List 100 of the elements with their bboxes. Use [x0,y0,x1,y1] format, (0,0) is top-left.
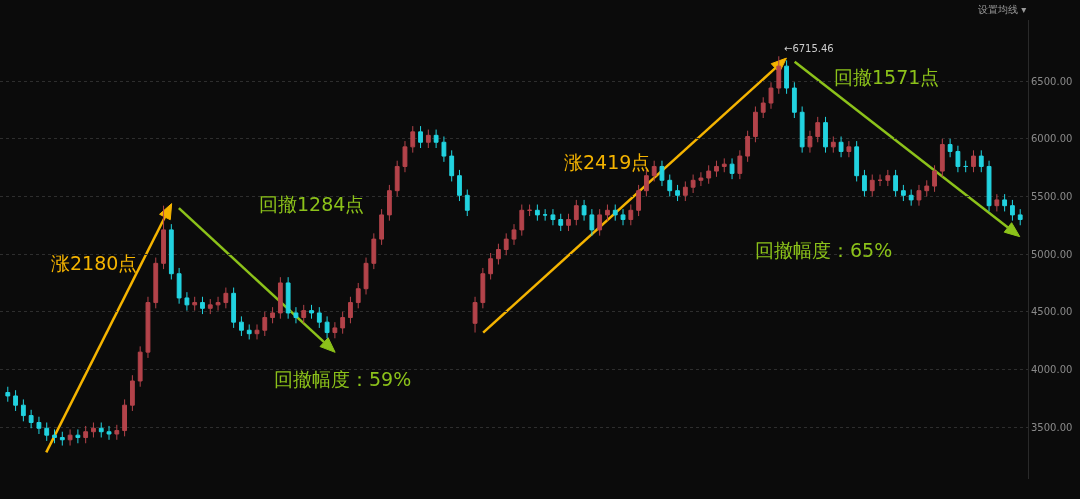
candlestick [496,243,501,265]
candlestick [129,374,135,412]
candlestick [1017,208,1023,226]
candlestick [223,287,229,309]
candlestick [277,276,283,320]
candlestick [231,287,237,329]
candlestick [137,345,143,388]
candlestick [207,298,213,315]
annotation: 涨2419点 [564,151,651,173]
candlestick [791,81,797,119]
candlestick [332,321,338,339]
candlestick [589,208,595,237]
candlestick [698,171,704,187]
candlestick [994,193,1000,212]
candlestick [52,428,57,444]
candlestick [714,160,719,178]
candlestick [386,184,392,222]
candlestick [153,257,159,309]
candlestick [192,296,198,312]
candlestick [1010,199,1015,222]
candlestick [106,425,112,441]
candlestick [75,428,81,444]
candlestick [745,130,751,163]
candlestick [519,204,525,237]
candlestick [558,213,564,232]
candlestick [20,398,26,422]
candlestick [566,213,571,232]
candlestick [176,267,182,305]
candlestick [363,257,369,295]
candlestick [503,232,509,256]
candlestick [324,315,330,339]
candlestick [776,55,782,95]
candlestick [651,160,657,182]
candlestick [355,282,361,309]
candlestick [402,140,408,173]
candlestick [511,223,517,246]
candlestick [425,129,431,149]
y-tick-label: 4000.00 [1031,363,1073,375]
candlestick [91,421,96,438]
candlestick [573,199,579,226]
candlestick [168,223,174,280]
annotation: ←6715.46 [784,43,834,54]
candlestick [98,421,104,438]
candlestick [184,291,190,312]
y-tick-label: 5500.00 [1031,190,1073,202]
candlestick [145,296,151,359]
candlestick [340,311,346,335]
y-tick-label: 5000.00 [1031,248,1073,260]
annotation: 回撤幅度：65% [755,239,893,261]
candlestick [371,232,377,270]
candlestick [784,59,789,95]
candlestick [854,140,860,182]
candlestick [986,160,992,212]
candlestick [542,208,548,222]
candlestick [270,306,275,324]
candlestick [464,189,470,217]
candlestick [815,116,821,143]
candlestick [768,81,774,110]
candlestick [605,204,610,222]
candlestick [379,208,385,246]
candlestick [1002,193,1008,212]
candlestick [449,149,455,182]
candlestick [869,174,875,197]
candlestick [753,105,758,143]
candlestick [807,130,813,154]
candlestick [285,276,291,320]
candlestick [612,204,618,222]
candlestick [472,296,478,334]
candlestick [682,180,688,202]
annotation: 回撤1284点 [259,193,365,215]
candlestick [67,428,73,447]
candlestick [5,386,11,403]
candlestick [418,125,423,149]
candlestick [924,179,930,197]
candlestick [885,169,891,187]
candlestick [28,409,34,429]
annotation: 回撤幅度：59% [274,368,412,390]
candlestick [348,296,353,324]
candlestick [262,311,268,337]
candlestick [932,164,937,193]
candlestick [675,184,680,202]
candlestick [480,267,486,309]
candlestick [488,252,494,280]
candlestick [457,169,462,202]
candlestick [900,184,906,202]
candlestick [301,304,307,324]
candlestick [978,149,984,173]
candlestick [550,208,556,226]
candlestick [908,189,914,207]
candlestick [597,208,603,237]
candlestick [916,184,922,207]
candlestick [215,296,221,312]
candlestick [433,129,439,149]
candlestick [838,135,844,158]
candlestick [636,184,642,217]
candlestick [309,304,314,320]
candlestick [316,306,322,329]
candlestick [114,424,120,441]
candlestick [394,160,400,197]
candlestick [729,157,735,180]
